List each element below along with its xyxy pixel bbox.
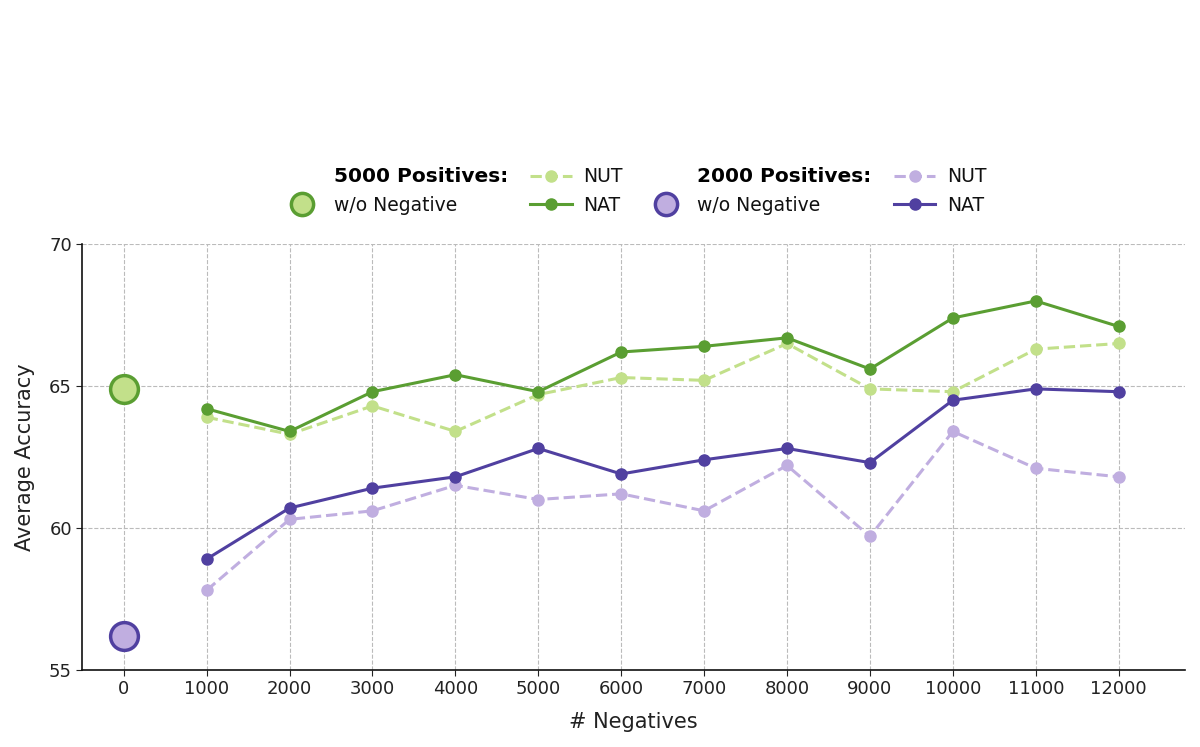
Y-axis label: Average Accuracy: Average Accuracy xyxy=(14,363,35,551)
Legend: 5000 Positives:, w/o Negative, NUT, NAT, 2000 Positives:, w/o Negative, NUT, NAT: 5000 Positives:, w/o Negative, NUT, NAT,… xyxy=(274,160,994,223)
X-axis label: # Negatives: # Negatives xyxy=(569,712,698,732)
